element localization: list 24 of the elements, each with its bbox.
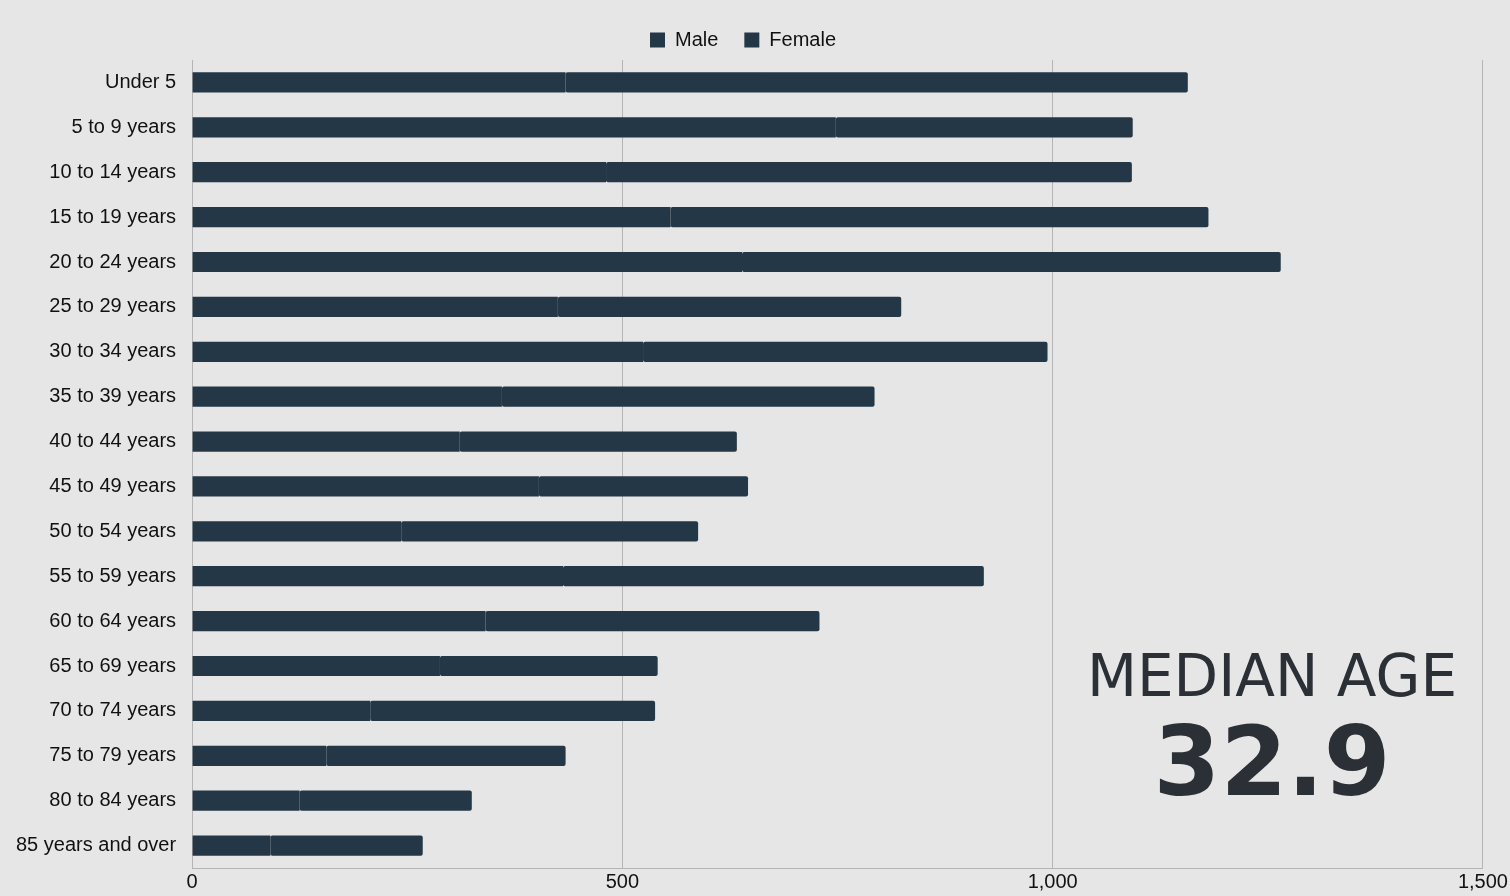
y-tick-label: 10 to 14 years xyxy=(49,159,177,182)
y-tick-label: 30 to 34 years xyxy=(49,339,177,362)
y-tick-label: 40 to 44 years xyxy=(49,429,177,452)
y-tick-label: 75 to 79 years xyxy=(49,743,177,766)
y-tick-label: 55 to 59 years xyxy=(49,563,177,586)
y-tick-label: 85 years and over xyxy=(15,833,177,856)
y-tick-label: 20 to 24 years xyxy=(49,249,177,272)
y-tick-label: 25 to 29 years xyxy=(49,294,177,317)
y-tick-label: Under 5 xyxy=(104,69,177,92)
y-tick-label: 60 to 64 years xyxy=(49,608,177,631)
y-tick-label: 50 to 54 years xyxy=(49,518,177,541)
y-tick-label: 70 to 74 years xyxy=(49,698,177,721)
x-tick-label: 1,500 xyxy=(1457,869,1509,892)
y-tick-label: 45 to 49 years xyxy=(49,473,177,496)
x-tick-label: 1,000 xyxy=(1027,869,1078,892)
y-tick-label: 80 to 84 years xyxy=(49,788,177,811)
x-tick-label: 500 xyxy=(605,869,640,892)
y-tick-label: 35 to 39 years xyxy=(49,384,177,407)
y-tick-label: 65 to 69 years xyxy=(49,653,177,676)
legend-label: Female xyxy=(769,27,837,50)
x-tick-label: 0 xyxy=(186,869,198,892)
legend-label: Male xyxy=(674,27,719,50)
y-tick-label: 5 to 9 years xyxy=(71,114,177,137)
y-tick-label: 15 to 19 years xyxy=(49,204,177,227)
